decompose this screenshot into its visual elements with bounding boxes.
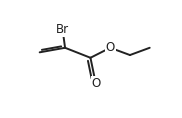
Text: O: O xyxy=(106,41,115,54)
Text: Br: Br xyxy=(56,23,69,36)
Text: O: O xyxy=(92,77,101,90)
